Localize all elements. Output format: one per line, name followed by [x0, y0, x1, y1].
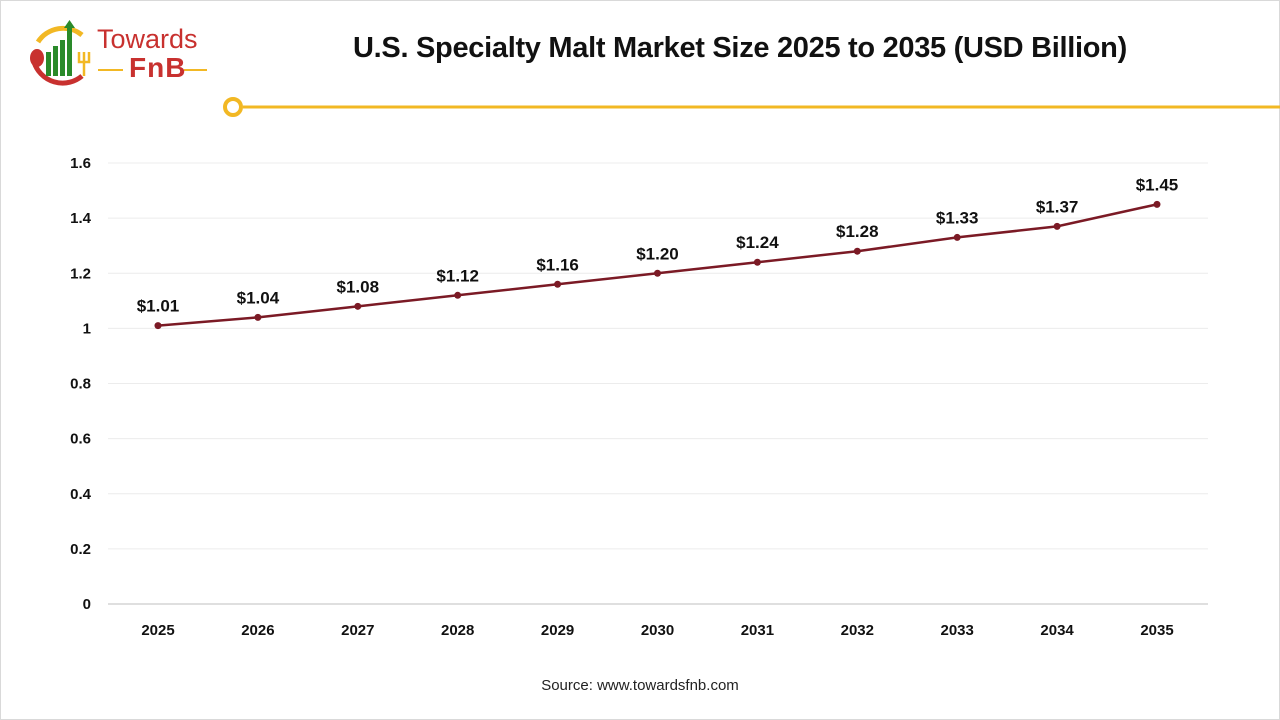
x-tick-label: 2031 [741, 622, 774, 639]
y-tick-label: 1.6 [70, 155, 91, 172]
y-tick-label: 0 [83, 596, 91, 613]
y-tick-label: 0.4 [70, 486, 92, 503]
series-line [157, 203, 1158, 327]
data-label: $1.16 [536, 255, 579, 274]
x-tick-label: 2032 [841, 622, 874, 639]
data-point [654, 269, 661, 277]
data-point [454, 291, 462, 299]
x-tick-label: 2025 [141, 622, 174, 639]
data-label: $1.24 [736, 233, 779, 252]
x-tick-label: 2035 [1140, 622, 1173, 639]
x-tick-label: 2028 [441, 622, 474, 639]
data-label: $1.20 [636, 244, 679, 263]
data-point [853, 247, 861, 255]
data-point [554, 280, 562, 288]
data-point [354, 302, 362, 310]
data-label: $1.28 [836, 222, 879, 241]
logo-text-fnb: FnB [129, 52, 187, 83]
data-label: $1.37 [1036, 197, 1079, 216]
y-tick-label: 0.6 [70, 431, 91, 448]
x-tick-label: 2029 [541, 622, 574, 639]
y-tick-label: 1.2 [70, 265, 91, 282]
data-point [1053, 222, 1061, 230]
y-tick-label: 0.8 [70, 376, 91, 393]
data-label: $1.04 [237, 288, 280, 307]
x-tick-label: 2026 [241, 622, 274, 639]
chart-title: U.S. Specialty Malt Market Size 2025 to … [353, 32, 1127, 64]
data-point [254, 313, 262, 321]
data-point [1153, 200, 1161, 208]
data-label: $1.45 [1136, 175, 1179, 194]
y-tick-label: 0.2 [70, 541, 91, 558]
x-tick-label: 2034 [1040, 622, 1074, 639]
data-label: $1.08 [337, 277, 380, 296]
source-note: Source: www.towardsfnb.com [541, 677, 739, 694]
y-tick-label: 1.4 [70, 210, 92, 227]
data-label: $1.33 [936, 208, 979, 227]
data-label: $1.01 [137, 297, 180, 316]
logo-icon [30, 20, 207, 86]
data-label: $1.12 [436, 266, 479, 285]
title-decoration [223, 97, 1280, 117]
x-tick-label: 2030 [641, 622, 674, 639]
data-point [953, 233, 961, 241]
logo-text: Towards [97, 24, 198, 54]
data-point [154, 322, 162, 330]
x-tick-label: 2027 [341, 622, 374, 639]
y-tick-label: 1 [83, 320, 91, 337]
x-tick-label: 2033 [941, 622, 974, 639]
data-point [753, 258, 761, 266]
